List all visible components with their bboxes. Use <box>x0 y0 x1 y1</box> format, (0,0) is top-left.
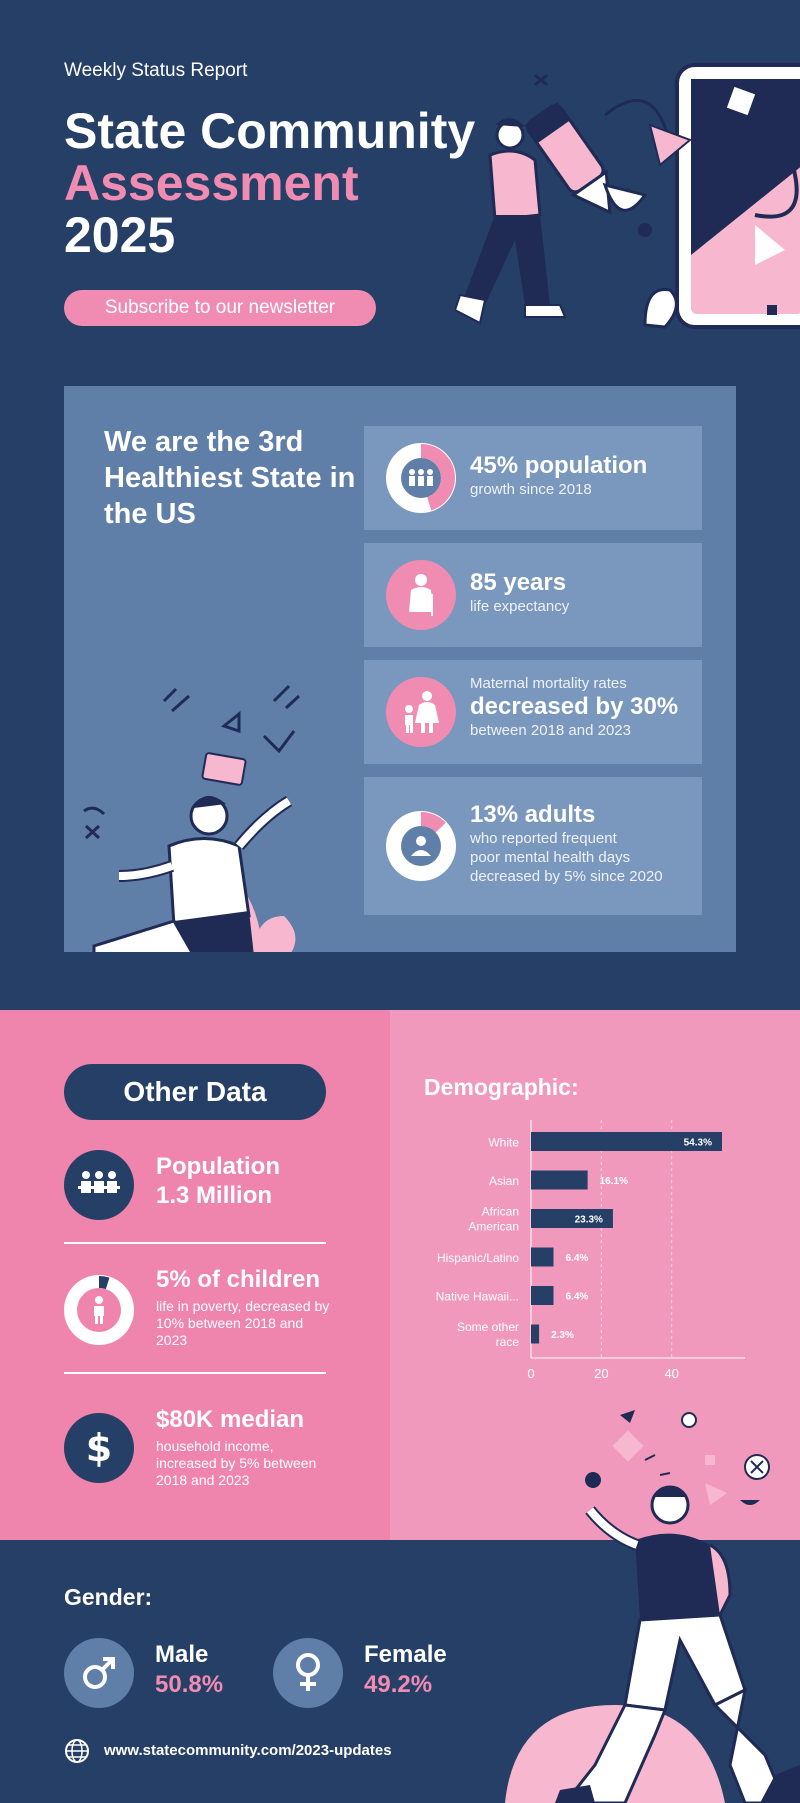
od-text: $80K median household income, increased … <box>156 1405 336 1489</box>
title-line-3: 2025 <box>64 207 176 263</box>
stat-headline: 13% adults <box>470 801 596 828</box>
od-text: 5% of children life in poverty, decrease… <box>156 1265 336 1349</box>
data-label: 23.3% <box>575 1215 603 1226</box>
person-icon <box>387 812 455 880</box>
demographic-section <box>390 1010 800 1540</box>
stat-caption-2: poor mental health days <box>470 849 631 866</box>
header-illustration <box>455 63 800 329</box>
data-label: 6.4% <box>566 1253 589 1264</box>
stat-maternal-mortality: Maternal mortality rates decreased by 30… <box>364 660 702 764</box>
stat-text: 45% population growth since 2018 <box>470 452 647 499</box>
stat-caption: growth since 2018 <box>470 481 592 498</box>
x-tick-label: 40 <box>664 1366 678 1381</box>
bar <box>531 1286 554 1305</box>
juggling-person-illustration <box>505 1410 800 1803</box>
od-headline-2: 1.3 Million <box>156 1182 273 1209</box>
page-title: State Community Assessment 2025 <box>64 105 475 261</box>
title-line-2: Assessment <box>64 155 359 211</box>
people-group-icon <box>387 444 455 512</box>
y-tick-label: Hispanic/Latino <box>437 1251 519 1265</box>
bar <box>531 1324 540 1344</box>
stat-population-growth: 45% population growth since 2018 <box>364 426 702 530</box>
od-caption: household income, increased by 5% betwee… <box>156 1438 317 1488</box>
elderly-person-icon <box>386 560 456 630</box>
stat-pre-caption: Maternal mortality rates <box>470 675 627 692</box>
other-data-population: Population 1.3 Million <box>64 1150 326 1222</box>
divider <box>64 1242 326 1244</box>
bar <box>531 1170 588 1190</box>
population-donut <box>386 443 456 513</box>
y-tick-label: Native Hawaii... <box>436 1290 519 1304</box>
y-tick-label: White <box>488 1136 519 1150</box>
mental-health-donut <box>386 811 456 881</box>
header-section: Weekly Status Report State Community Ass… <box>0 0 800 390</box>
gender-title: Gender: <box>64 1584 153 1610</box>
stat-life-expectancy: 85 years life expectancy <box>364 543 702 647</box>
stat-text: 85 years life expectancy <box>470 569 569 616</box>
child-poverty-donut <box>64 1275 134 1345</box>
x-tick-label: 0 <box>527 1366 534 1381</box>
od-headline: 5% of children <box>156 1266 321 1293</box>
report-kicker: Weekly Status Report <box>64 60 248 81</box>
other-data-title: Other Data <box>64 1064 326 1120</box>
data-label: 6.4% <box>566 1292 589 1303</box>
globe-icon <box>65 1739 89 1763</box>
stat-headline: 45% population <box>470 452 648 479</box>
data-label: 16.1% <box>600 1176 628 1187</box>
child-icon <box>65 1276 133 1344</box>
mother-child-icon <box>386 677 456 747</box>
other-data-child-poverty: 5% of children life in poverty, decrease… <box>64 1265 329 1355</box>
footer-url-link[interactable]: www.statecommunity.com/2023-updates <box>104 1742 392 1759</box>
health-panel-title: We are the 3rd Healthiest State in the U… <box>104 426 356 530</box>
other-data-income: $ $80K median household income, increase… <box>64 1405 326 1495</box>
female-symbol-icon <box>273 1638 343 1708</box>
stat-caption-3: decreased by 5% since 2020 <box>470 868 663 885</box>
female-label: Female <box>364 1641 447 1668</box>
title-line-1: State Community <box>64 103 476 159</box>
od-headline-1: Population <box>156 1153 280 1180</box>
stat-mental-health: 13% adults who reported frequent poor me… <box>364 777 702 915</box>
running-person-illustration <box>83 684 301 952</box>
stat-text: 13% adults who reported frequent poor me… <box>470 801 663 886</box>
dollar-icon: $ <box>64 1413 134 1483</box>
stat-text: Maternal mortality rates decreased by 30… <box>470 674 678 740</box>
male-symbol-icon <box>64 1638 134 1708</box>
od-headline: $80K median <box>156 1406 305 1433</box>
health-panel: We are the 3rd Healthiest State in the U… <box>64 386 736 952</box>
stat-caption: life expectancy <box>470 598 570 615</box>
people-group-icon <box>64 1150 134 1220</box>
male-label: Male <box>155 1641 209 1668</box>
bar <box>531 1132 722 1151</box>
demographic-bar-chart: 0 20 40 White 54.3% Asian 16.1% African American… <box>436 1120 745 1381</box>
demographic-title: Demographic: <box>424 1074 579 1100</box>
female-value: 49.2% <box>364 1671 433 1698</box>
divider <box>64 1372 326 1374</box>
male-value: 50.8% <box>155 1671 224 1698</box>
data-label: 2.3% <box>551 1330 574 1341</box>
stat-caption: between 2018 and 2023 <box>470 722 631 739</box>
stat-headline: 85 years <box>470 569 567 596</box>
y-tick-label: African American <box>468 1205 519 1234</box>
y-tick-label: Asian <box>489 1174 519 1188</box>
bar <box>531 1247 554 1267</box>
od-text: Population 1.3 Million <box>156 1152 336 1210</box>
od-caption: life in poverty, decreased by 10% betwee… <box>156 1298 330 1348</box>
y-tick-label: Some other race <box>457 1320 519 1349</box>
bar <box>531 1209 613 1228</box>
x-tick-label: 20 <box>594 1366 608 1381</box>
stat-caption-1: who reported frequent <box>470 830 617 847</box>
stat-headline: decreased by 30% <box>470 693 679 720</box>
data-label: 54.3% <box>684 1138 712 1149</box>
subscribe-button[interactable]: Subscribe to our newsletter <box>64 290 376 326</box>
